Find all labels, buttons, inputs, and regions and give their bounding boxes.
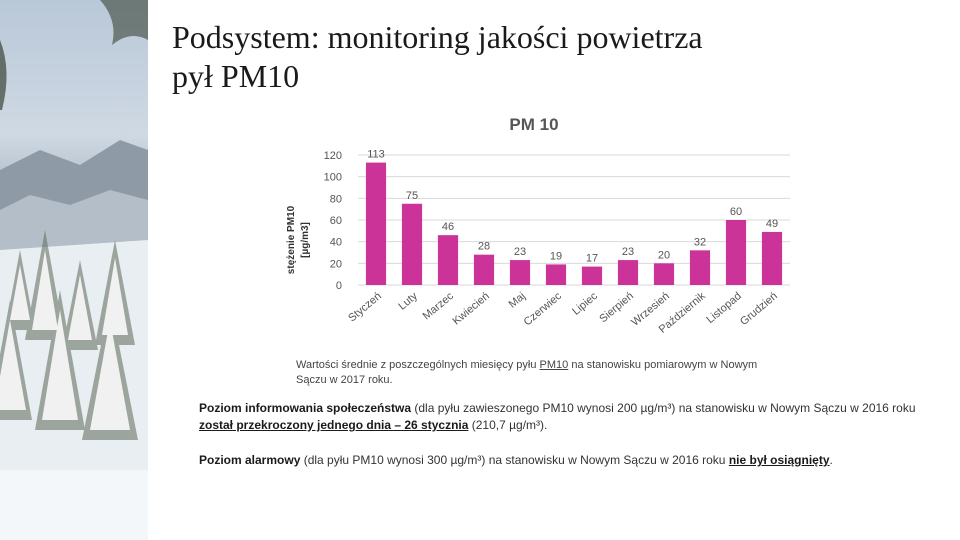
x-tick-label: Listopad xyxy=(704,290,744,326)
bar xyxy=(653,263,675,285)
y-tick-label: 80 xyxy=(330,193,342,205)
x-tick-label: Luty xyxy=(396,290,420,313)
bar xyxy=(545,264,567,285)
x-tick-label: Lipiec xyxy=(570,290,600,318)
x-tick-label: Czerwiec xyxy=(522,290,565,329)
slide-title: Podsystem: monitoring jakości powietrza … xyxy=(172,18,872,96)
caption-text-end: na stanowisku pomiarowym w Nowym Sączu w… xyxy=(296,359,758,386)
bar xyxy=(401,203,423,285)
alarm-level-end: . xyxy=(829,453,833,467)
y-tick-label: 20 xyxy=(330,258,342,270)
x-tick-label: Maj xyxy=(507,290,528,311)
y-axis-label-line-2: [µg/m3] xyxy=(300,222,311,258)
x-tick-label: Grudzień xyxy=(738,290,780,328)
info-level-paragraph: Poziom informowania społeczeństwa (dla p… xyxy=(199,400,944,434)
caption-text-start: Wartości średnie z poszczególnych miesię… xyxy=(296,359,540,371)
bar xyxy=(473,254,495,285)
bar xyxy=(617,260,639,285)
bar xyxy=(509,260,531,285)
data-label: 46 xyxy=(442,221,454,233)
data-label: 75 xyxy=(406,190,418,202)
slide-title-line-1: Podsystem: monitoring jakości powietrza xyxy=(172,19,703,55)
alarm-level-not-reached-note: nie był osiągnięty xyxy=(728,453,830,467)
y-tick-label: 40 xyxy=(330,237,342,249)
chart-caption: Wartości średnie z poszczególnych miesię… xyxy=(296,358,776,388)
snowy-forest-illustration xyxy=(0,0,148,540)
caption-pm10-link[interactable]: PM10 xyxy=(539,359,569,371)
winter-landscape-image xyxy=(0,0,148,540)
pm10-bar-chart: PM 10 stężenie PM10 [µg/m3] 0 20 40 60 80 100… xyxy=(286,115,790,336)
y-tick-label: 120 xyxy=(324,150,342,162)
slide-title-line-2: pył PM10 xyxy=(172,58,300,94)
chart-title: PM 10 xyxy=(509,115,558,134)
bar xyxy=(761,231,783,285)
y-tick-label: 60 xyxy=(330,215,342,227)
y-tick-label: 0 xyxy=(336,280,342,292)
info-level-exceeded-note: został przekroczony jednego dnia – 26 st… xyxy=(199,418,469,432)
data-label: 23 xyxy=(514,246,526,258)
data-label: 20 xyxy=(658,249,670,261)
alarm-level-paragraph: Poziom alarmowy (dla pyłu PM10 wynosi 30… xyxy=(199,452,944,469)
data-label: 23 xyxy=(622,246,634,258)
bar xyxy=(725,220,747,285)
y-tick-label: 100 xyxy=(324,172,342,184)
x-tick-label: Styczeń xyxy=(346,290,384,324)
bar xyxy=(365,162,387,285)
info-level-value: (210,7 µg/m³). xyxy=(468,418,548,432)
x-tick-label: Kwiecień xyxy=(450,290,491,327)
data-label: 49 xyxy=(766,218,778,230)
data-label: 28 xyxy=(478,241,490,253)
alarm-level-text: (dla pyłu PM10 wynosi 300 µg/m³) na stan… xyxy=(300,453,729,467)
info-level-text: (dla pyłu zawieszonego PM10 wynosi 200 µ… xyxy=(411,401,916,415)
info-level-heading: Poziom informowania społeczeństwa xyxy=(199,401,412,415)
bar xyxy=(437,235,459,285)
data-label: 113 xyxy=(367,149,385,161)
data-label: 19 xyxy=(550,250,562,262)
data-label: 17 xyxy=(586,253,598,265)
bar xyxy=(581,266,603,285)
data-label: 32 xyxy=(694,236,706,248)
data-label: 60 xyxy=(730,206,742,218)
alarm-level-heading: Poziom alarmowy xyxy=(199,453,301,467)
bar xyxy=(689,250,711,285)
y-axis-label-line-1: stężenie PM10 xyxy=(286,205,297,274)
